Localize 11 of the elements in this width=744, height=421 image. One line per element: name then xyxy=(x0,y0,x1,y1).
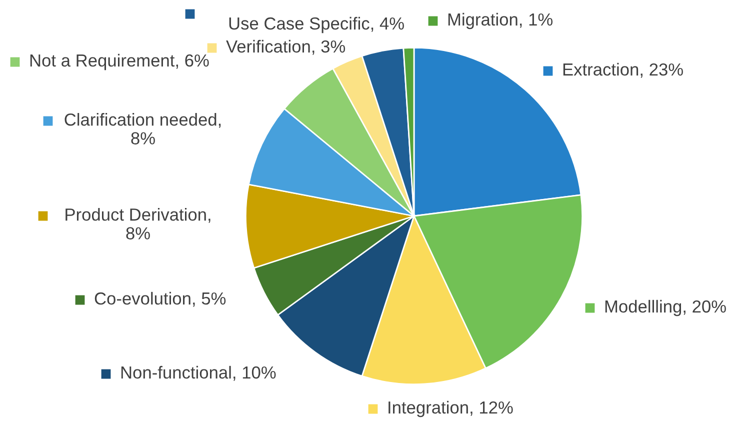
legend-label: Extraction, 23% xyxy=(563,62,683,78)
legend-label: Non-functional, 10% xyxy=(121,366,276,381)
legend-label: Clarification needed, 8% xyxy=(64,113,221,144)
legend-label: Migration, 1% xyxy=(448,12,553,30)
legend-label: Verification, 3% xyxy=(226,40,346,55)
legend-label: Use Case Specific, 4% xyxy=(229,16,404,34)
legend-label: Integration, 12% xyxy=(388,400,513,418)
legend-label: Not a Requirement, 6% xyxy=(30,54,209,70)
legend-label: Modellling, 20% xyxy=(605,300,726,316)
legend-label: Product Derivation, 8% xyxy=(66,208,210,240)
legend-label: Co-evolution, 5% xyxy=(94,292,226,307)
